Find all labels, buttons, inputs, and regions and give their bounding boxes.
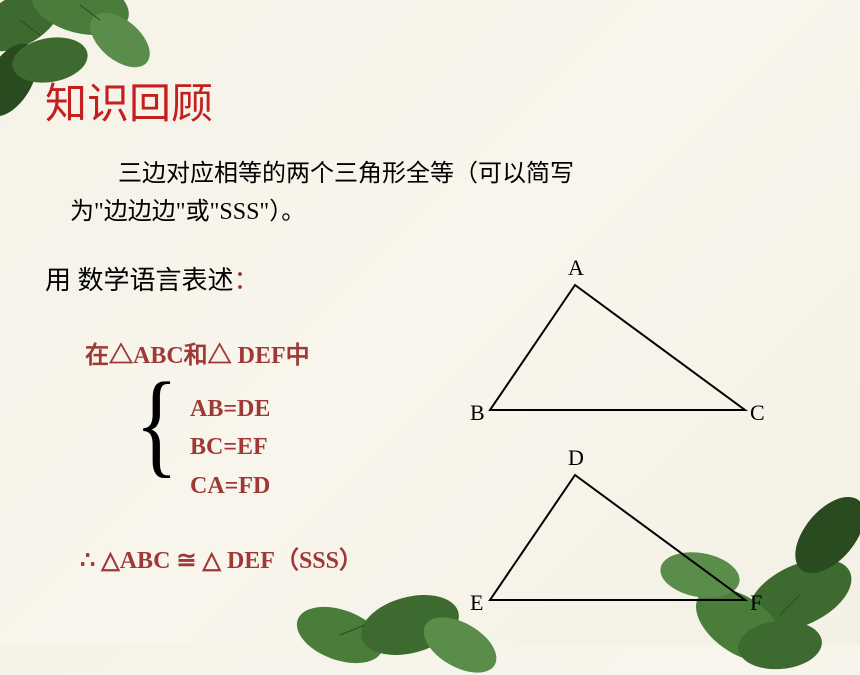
vertex-f-label: F <box>750 590 762 616</box>
equation-3: CA=FD <box>190 467 270 505</box>
description-text: 三边对应相等的两个三角形全等（可以简写 为"边边边"或"SSS"）。 <box>70 155 770 232</box>
description-line1: 三边对应相等的两个三角形全等（可以简写 <box>118 161 574 187</box>
triangle-abc: A B C <box>470 260 770 430</box>
vertex-e-label: E <box>470 590 483 616</box>
math-language-label: 用 数学语言表述： <box>45 260 260 297</box>
brace-symbol: { <box>135 367 178 484</box>
vertex-a-label: A <box>568 255 584 281</box>
equations-block: AB=DE BC=EF CA=FD <box>190 390 270 505</box>
proof-intro: 在△ABC和△ DEF中 <box>85 335 310 370</box>
equation-2: BC=EF <box>190 428 270 466</box>
conclusion-text: ∴ △ABC ≅ △ DEF（SSS） <box>80 540 363 576</box>
description-line2: 为"边边边"或"SSS"）。 <box>70 199 305 225</box>
vertex-b-label: B <box>470 400 485 426</box>
equation-1: AB=DE <box>190 390 270 428</box>
triangle-abc-svg <box>470 260 770 430</box>
triangle-def: D E F <box>470 450 770 620</box>
triangle-def-svg <box>470 450 770 620</box>
page-title: 知识回顾 <box>45 70 213 131</box>
vertex-c-label: C <box>750 400 765 426</box>
vertex-d-label: D <box>568 445 584 471</box>
